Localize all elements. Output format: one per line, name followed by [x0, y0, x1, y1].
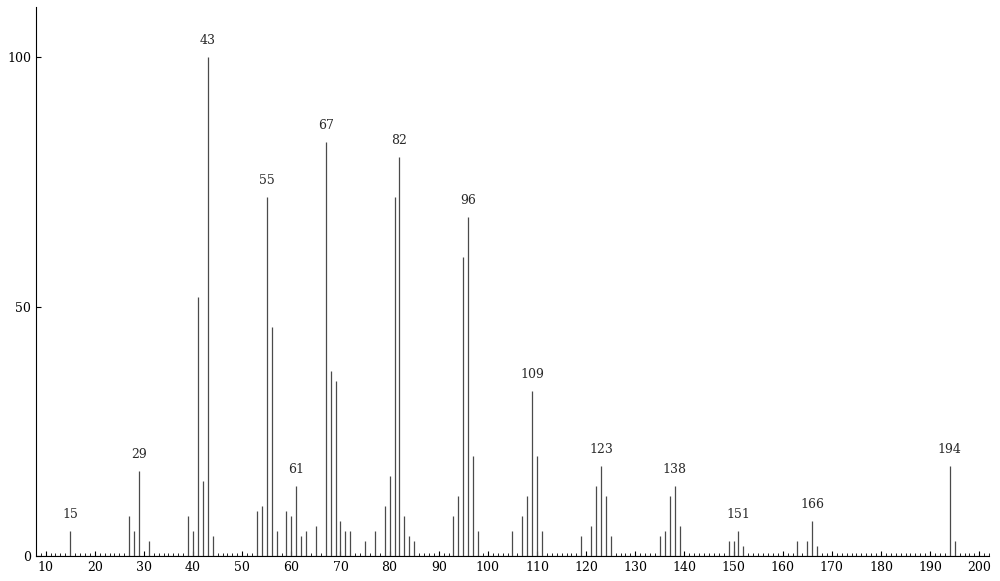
Text: 29: 29 [131, 449, 147, 461]
Text: 166: 166 [800, 498, 824, 511]
Text: 55: 55 [259, 174, 275, 187]
Text: 82: 82 [391, 134, 407, 147]
Text: 15: 15 [62, 508, 78, 521]
Text: 123: 123 [589, 443, 613, 456]
Text: 151: 151 [727, 508, 750, 521]
Text: 96: 96 [460, 193, 476, 207]
Text: 61: 61 [288, 463, 304, 476]
Text: 109: 109 [520, 368, 544, 382]
Text: 194: 194 [938, 443, 962, 456]
Text: 138: 138 [663, 463, 687, 476]
Text: 43: 43 [200, 34, 216, 47]
Text: 67: 67 [318, 119, 334, 132]
